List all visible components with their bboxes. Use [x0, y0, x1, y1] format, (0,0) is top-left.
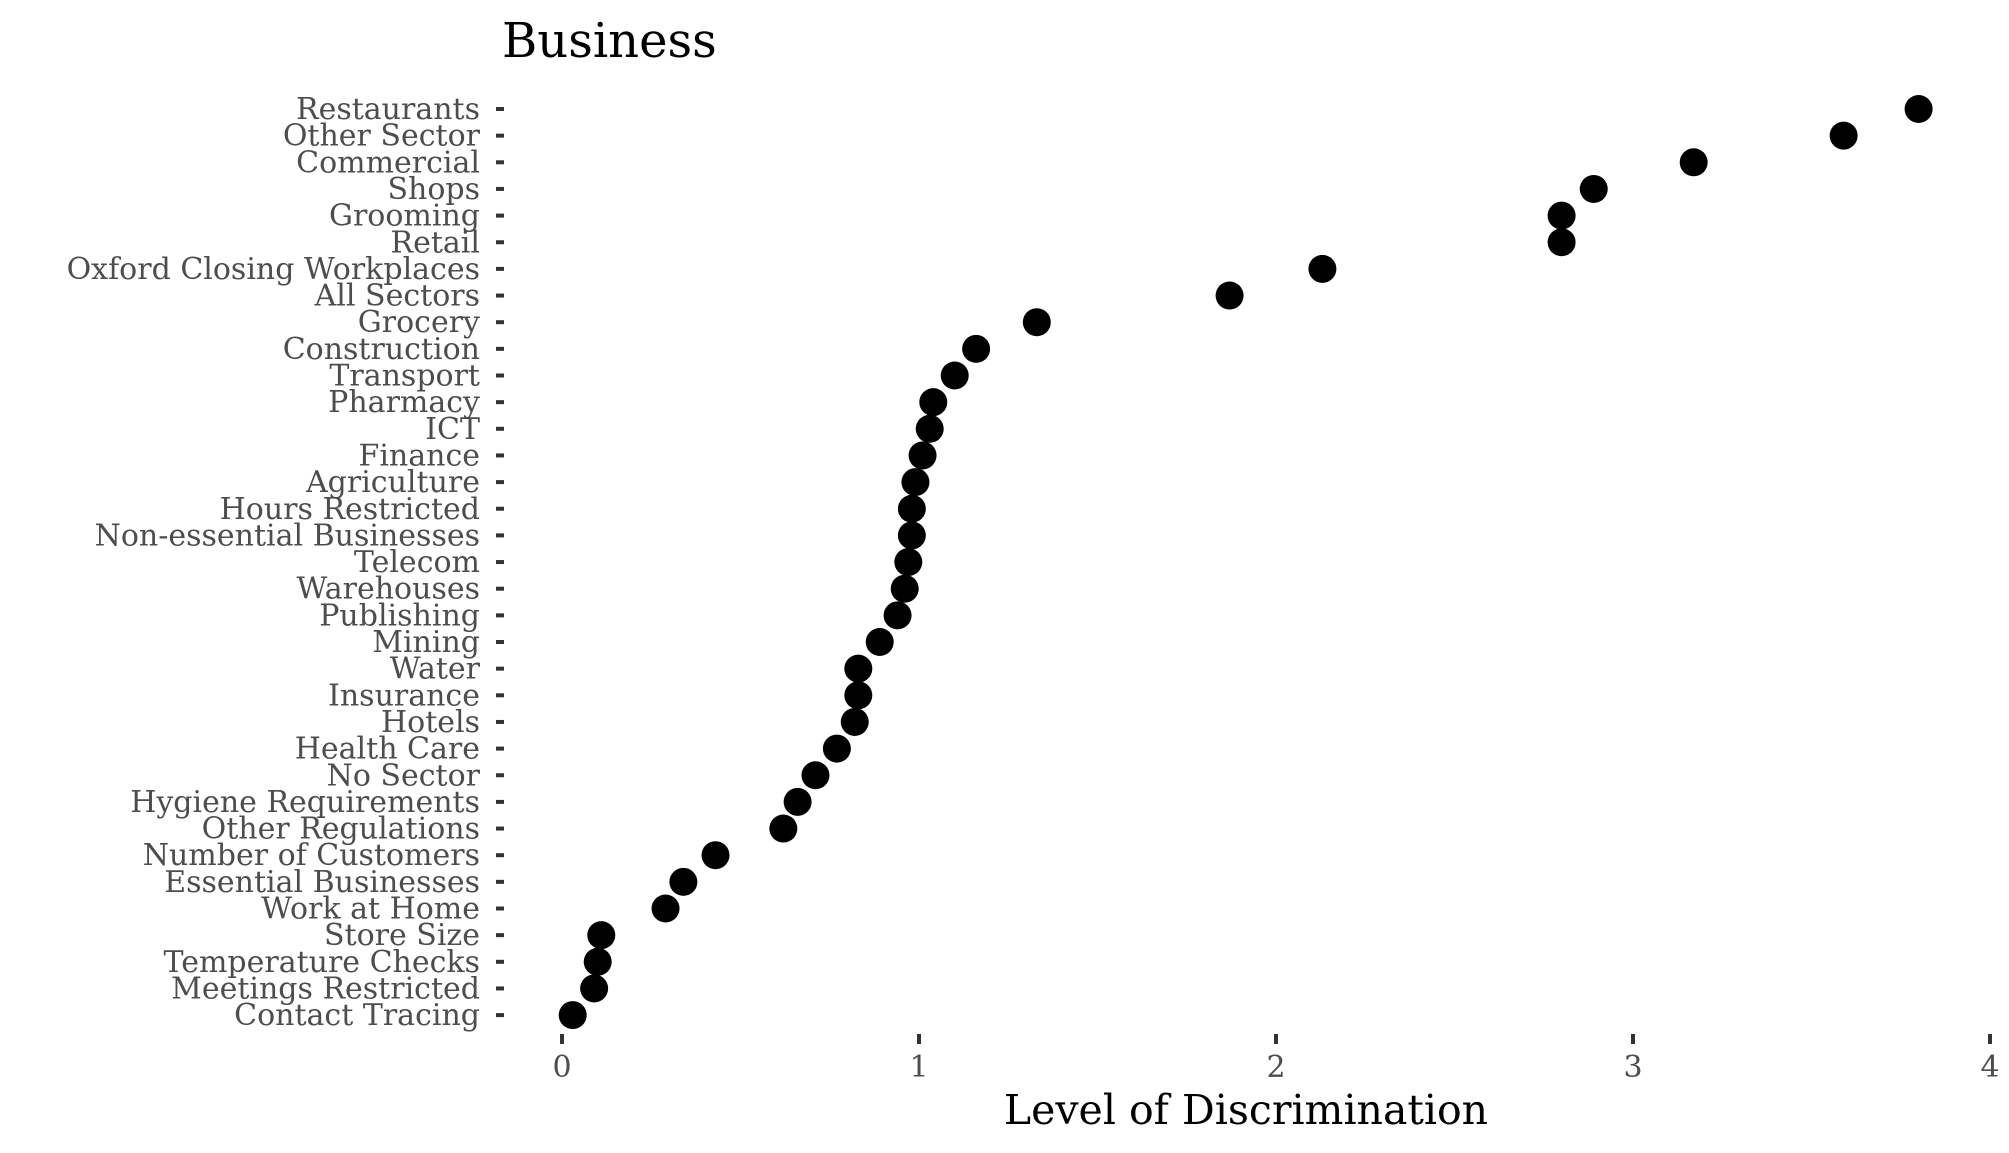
- point-other-regulations: [769, 814, 798, 843]
- data-points: [558, 95, 1933, 1030]
- x-axis: 0 1 2 3 4: [552, 1034, 2000, 1085]
- point-ict: [915, 414, 944, 443]
- y-tick-label-number-of-customers: Number of Customers: [143, 838, 480, 873]
- y-tick-label-other-sector: Other Sector: [283, 119, 481, 154]
- point-telecom: [894, 548, 923, 577]
- point-shops: [1579, 174, 1608, 203]
- y-tick-label-shops: Shops: [387, 172, 480, 207]
- y-tick-label-commercial: Commercial: [296, 145, 480, 180]
- point-non-essential-businesses: [897, 521, 926, 550]
- point-retail: [1547, 228, 1576, 257]
- y-tick-label-all-sectors: All Sectors: [314, 279, 480, 314]
- y-tick-label-temperature-checks: Temperature Checks: [164, 945, 480, 980]
- x-axis-title: Level of Discrimination: [1004, 1086, 1488, 1134]
- point-store-size: [587, 921, 616, 950]
- y-tick-label-construction: Construction: [283, 332, 480, 367]
- y-tick-label-health-care: Health Care: [295, 732, 480, 767]
- x-tick-label-4: 4: [1980, 1050, 1999, 1085]
- y-tick-label-water: Water: [390, 652, 481, 687]
- point-oxford-closing-workplaces: [1308, 254, 1337, 283]
- y-tick-label-no-sector: No Sector: [327, 758, 481, 793]
- y-tick-label-oxford-closing-workplaces: Oxford Closing Workplaces: [67, 252, 480, 287]
- point-restaurants: [1904, 95, 1933, 123]
- point-hours-restricted: [897, 494, 926, 523]
- point-temperature-checks: [583, 947, 612, 976]
- point-publishing: [883, 601, 912, 630]
- point-other-sector: [1829, 121, 1858, 150]
- y-tick-label-hotels: Hotels: [381, 705, 480, 740]
- x-tick-label-1: 1: [909, 1050, 928, 1085]
- point-no-sector: [801, 761, 830, 790]
- point-transport: [940, 361, 969, 390]
- y-tick-label-restaurants: Restaurants: [296, 92, 480, 127]
- point-meetings-restricted: [580, 974, 609, 1003]
- point-hotels: [840, 707, 869, 736]
- y-tick-label-grocery: Grocery: [358, 305, 480, 340]
- point-construction: [962, 334, 991, 363]
- y-tick-label-pharmacy: Pharmacy: [328, 385, 480, 420]
- point-warehouses: [890, 574, 919, 603]
- y-tick-label-insurance: Insurance: [328, 678, 480, 713]
- chart-title: Business: [502, 13, 717, 69]
- point-insurance: [844, 681, 873, 710]
- x-tick-label-3: 3: [1623, 1050, 1642, 1085]
- point-work-at-home: [651, 894, 680, 923]
- point-commercial: [1679, 148, 1708, 177]
- point-number-of-customers: [701, 841, 730, 870]
- x-tick-label-2: 2: [1266, 1050, 1285, 1085]
- y-tick-label-other-regulations: Other Regulations: [202, 812, 480, 847]
- point-mining: [865, 628, 894, 656]
- y-tick-label-essential-businesses: Essential Businesses: [164, 865, 480, 900]
- point-health-care: [822, 734, 851, 763]
- point-grocery: [1022, 308, 1051, 337]
- y-tick-label-work-at-home: Work at Home: [261, 892, 480, 927]
- y-tick-label-telecom: Telecom: [354, 545, 480, 580]
- point-all-sectors: [1215, 281, 1244, 310]
- point-water: [844, 654, 873, 683]
- y-tick-label-grooming: Grooming: [329, 199, 480, 234]
- y-tick-label-store-size: Store Size: [324, 918, 480, 953]
- y-tick-label-hygiene-requirements: Hygiene Requirements: [130, 785, 480, 820]
- y-tick-label-mining: Mining: [372, 625, 480, 660]
- y-tick-label-ict: ICT: [425, 412, 480, 447]
- x-tick-label-0: 0: [552, 1050, 571, 1085]
- y-tick-label-agriculture: Agriculture: [305, 465, 480, 500]
- y-tick-label-transport: Transport: [329, 359, 480, 394]
- point-hygiene-requirements: [783, 787, 812, 816]
- y-tick-label-publishing: Publishing: [319, 598, 480, 633]
- point-contact-tracing: [558, 1001, 587, 1030]
- y-tick-label-finance: Finance: [359, 438, 481, 473]
- y-tick-label-contact-tracing: Contact Tracing: [234, 998, 480, 1033]
- point-grooming: [1547, 201, 1576, 230]
- y-tick-label-warehouses: Warehouses: [297, 572, 480, 607]
- y-tick-label-non-essential-businesses: Non-essential Businesses: [95, 518, 480, 553]
- y-tick-label-meetings-restricted: Meetings Restricted: [171, 971, 480, 1006]
- y-tick-label-retail: Retail: [391, 225, 480, 260]
- point-essential-businesses: [669, 867, 698, 896]
- point-agriculture: [901, 468, 930, 497]
- point-pharmacy: [919, 388, 948, 417]
- y-tick-label-hours-restricted: Hours Restricted: [220, 492, 480, 527]
- point-finance: [908, 441, 937, 470]
